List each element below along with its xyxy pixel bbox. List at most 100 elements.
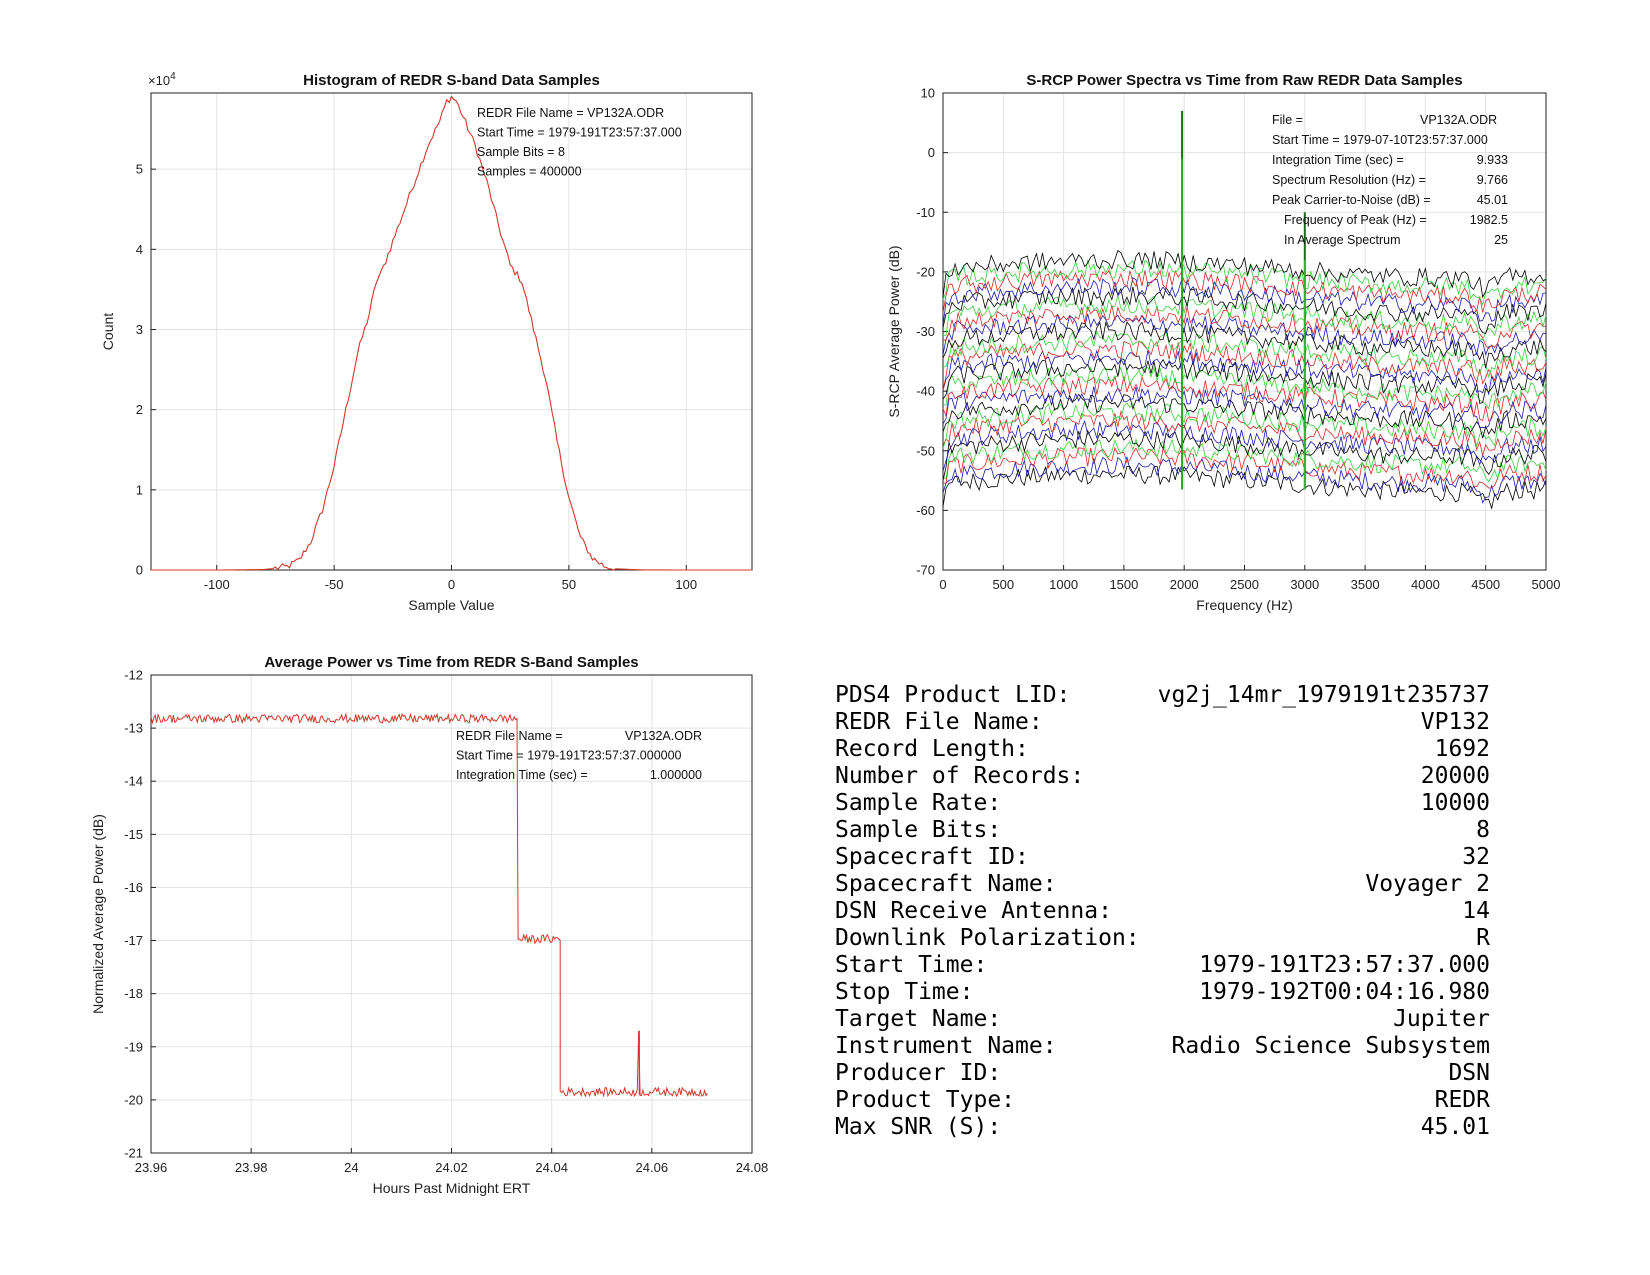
spectra-annotation-value: 9.766	[1477, 173, 1508, 187]
hist-ytick-label: 5	[136, 162, 143, 177]
info-label: Stop Time:	[835, 979, 974, 1005]
info-row: Spacecraft ID: 32	[835, 844, 1490, 871]
hist-xtick-label: -100	[204, 577, 230, 592]
info-label: Record Length:	[835, 736, 1029, 762]
spectra-ytick-label: -70	[916, 563, 935, 578]
info-row: Spacecraft Name: Voyager 2	[835, 871, 1490, 898]
hist-annotation: Samples = 400000	[477, 165, 582, 179]
info-value: DSN	[1448, 1060, 1490, 1086]
info-row: Target Name: Jupiter	[835, 1006, 1490, 1033]
power-ytick-label: -19	[124, 1039, 143, 1054]
spectra-xtick-label: 2000	[1170, 577, 1199, 592]
power-ytick-label: -18	[124, 986, 143, 1001]
info-value: Jupiter	[1393, 1006, 1490, 1032]
power-xtick-label: 24	[344, 1160, 358, 1175]
info-row: Record Length: 1692	[835, 736, 1490, 763]
spectra-trace	[942, 286, 1547, 334]
spectra-trace	[942, 419, 1547, 472]
power-xtick-label: 23.98	[235, 1160, 268, 1175]
power-xtick-label: 24.04	[535, 1160, 568, 1175]
power-annotation-value: VP132A.ODR	[625, 729, 702, 743]
spectra-trace	[942, 429, 1547, 481]
hist-axes: -100 -50 0 50 100 0 1 2 3 4 5 Histogram of REDR S-b…	[100, 72, 753, 613]
spectra-trace	[942, 249, 1547, 299]
spectra-trace	[942, 340, 1547, 391]
power-annotation-label: Integration Time (sec) =	[456, 768, 588, 782]
spectra-annotation-value: 1982.5	[1470, 213, 1508, 227]
spectra-xtick-label: 3500	[1351, 577, 1380, 592]
spectra-trace	[942, 294, 1547, 341]
info-label: Instrument Name:	[835, 1033, 1057, 1059]
hist-annotation: Start Time = 1979-191T23:57:37.000	[477, 126, 682, 140]
spectra-xtick-label: 3000	[1290, 577, 1319, 592]
info-label: Target Name:	[835, 1006, 1002, 1032]
info-value: 1979-192T00:04:16.980	[1199, 979, 1490, 1005]
spectra-annotation-value: 9.933	[1477, 153, 1508, 167]
product-info-panel: PDS4 Product LID: vg2j_14mr_1979191t23573…	[835, 682, 1490, 1141]
info-label: Sample Rate:	[835, 790, 1002, 816]
spectra-trace	[942, 385, 1547, 429]
hist-title: Histogram of REDR S-band Data Samples	[303, 72, 600, 89]
info-row: Sample Bits: 8	[835, 817, 1490, 844]
power-axes: 23.96 23.98 24 24.02 24.04 24.06 24.08 -21 -20 -1…	[90, 654, 768, 1196]
spectra-ytick-label: -10	[916, 205, 935, 220]
hist-xtick-label: -50	[325, 577, 344, 592]
spectra-trace	[942, 277, 1547, 326]
spectra-trace	[942, 456, 1547, 504]
info-label: Number of Records:	[835, 763, 1085, 789]
info-value: 14	[1462, 898, 1490, 924]
power-xtick-label: 23.96	[135, 1160, 168, 1175]
spectra-xtick-label: 1000	[1049, 577, 1078, 592]
info-label: Spacecraft Name:	[835, 871, 1057, 897]
spectra-trace	[942, 259, 1547, 306]
spectra-trace	[942, 321, 1547, 369]
power-ytick-label: -13	[124, 721, 143, 736]
spectra-annotation-value: 45.01	[1477, 193, 1508, 207]
spectra-title: S-RCP Power Spectra vs Time from Raw RED…	[1026, 72, 1462, 89]
spectra-xtick-label: 1500	[1109, 577, 1138, 592]
spectra-xtick-label: 0	[939, 577, 946, 592]
spectra-ytick-label: -60	[916, 503, 935, 518]
info-value: REDR	[1434, 1087, 1490, 1113]
hist-xtick-label: 100	[675, 577, 697, 592]
hist-annotation: REDR File Name = VP132A.ODR	[477, 106, 664, 120]
spectra-ytick-label: -20	[916, 264, 935, 279]
spectra-trace	[942, 365, 1547, 410]
info-label: DSN Receive Antenna:	[835, 898, 1112, 924]
hist-series-line	[151, 95, 752, 571]
spectra-trace	[942, 401, 1547, 449]
spectra-annotation-value: 25	[1494, 233, 1508, 247]
power-ytick-label: -20	[124, 1092, 143, 1107]
info-row: Number of Records: 20000	[835, 763, 1490, 790]
info-row: Product Type: REDR	[835, 1087, 1490, 1114]
info-label: Spacecraft ID:	[835, 844, 1029, 870]
power-xlabel: Hours Past Midnight ERT	[373, 1180, 531, 1196]
power-xtick-label: 24.08	[736, 1160, 769, 1175]
info-row: PDS4 Product LID: vg2j_14mr_1979191t23573…	[835, 682, 1490, 709]
spectra-xtick-label: 2500	[1230, 577, 1259, 592]
spectra-trace	[942, 269, 1547, 314]
spectra-trace	[942, 446, 1547, 489]
spectra-frame	[942, 92, 1547, 571]
power-ytick-label: -15	[124, 827, 143, 842]
spectra-xlabel: Frequency (Hz)	[1196, 597, 1292, 613]
hist-xtick-label: 0	[448, 577, 455, 592]
hist-exponent-power: 4	[170, 71, 176, 82]
info-row: Start Time: 1979-191T23:57:37.000	[835, 952, 1490, 979]
spectra-annotation-label: In Average Spectrum	[1284, 233, 1401, 247]
info-row: Producer ID: DSN	[835, 1060, 1490, 1087]
hist-ytick-label: 1	[136, 482, 143, 497]
spectra-axes: 0 500 1000 1500 2000 2500 3000 3500 4000 4500 5000…	[886, 72, 1560, 613]
power-ytick-label: -16	[124, 880, 143, 895]
info-value: Voyager 2	[1365, 871, 1490, 897]
info-value: 10000	[1420, 790, 1490, 816]
spectra-trace	[942, 393, 1547, 439]
spectra-ytick-label: -30	[916, 324, 935, 339]
info-label: Product Type:	[835, 1087, 1016, 1113]
hist-ylabel: Count	[100, 313, 116, 350]
hist-ytick-label: 2	[136, 402, 143, 417]
spectra-annotation-label: Spectrum Resolution (Hz) =	[1272, 173, 1426, 187]
spectra-xtick-label: 5000	[1532, 577, 1561, 592]
power-ytick-label: -14	[124, 774, 143, 789]
info-value: VP132	[1420, 709, 1490, 735]
